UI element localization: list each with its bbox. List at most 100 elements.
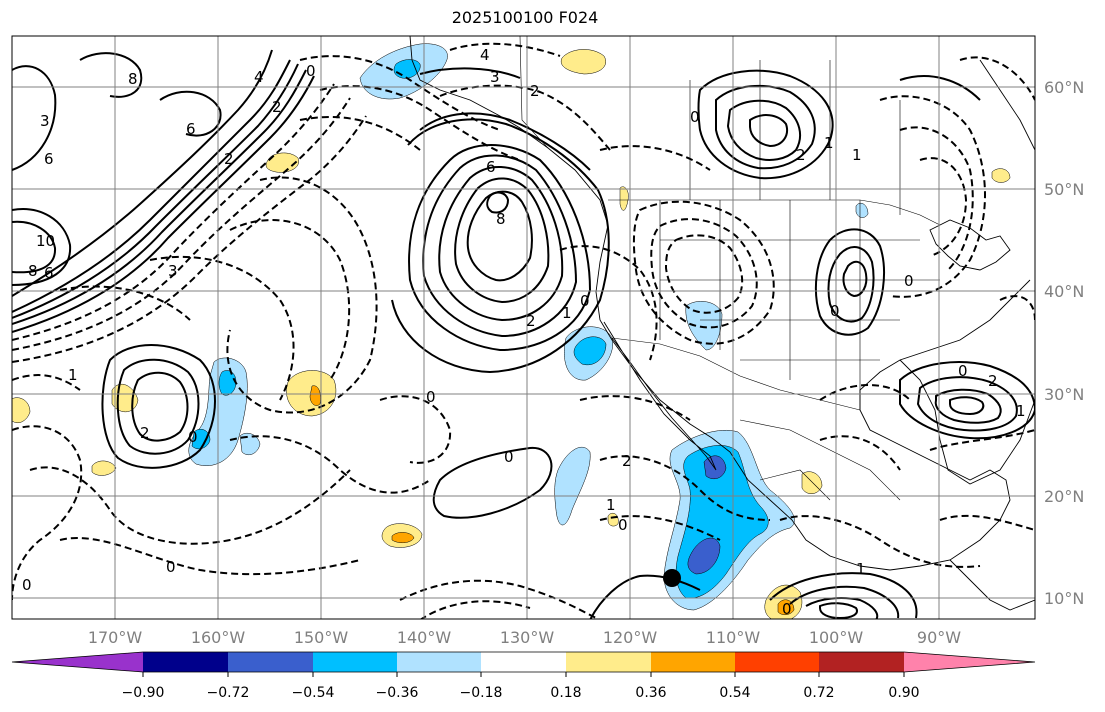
border-states-1 — [659, 200, 940, 410]
contour-neg-east-4 — [959, 56, 1035, 101]
contour-neg-gulf-1 — [439, 84, 611, 151]
contour-label: 2 — [272, 98, 282, 116]
contour-label: 3 — [40, 112, 50, 130]
contour-neg-pac-3 — [59, 537, 361, 576]
contour-neg-mx-5 — [819, 435, 901, 471]
contour-label: 0 — [958, 362, 968, 380]
shade-pacific-orange-2 — [391, 532, 415, 543]
colorbar-swatch — [566, 652, 651, 672]
colorbar-tick-labels: −0.90 −0.72 −0.54 −0.36 −0.18 0.18 0.36 … — [122, 685, 920, 701]
lon-label-100w: 100°W — [809, 628, 864, 647]
storm-center-marker — [663, 569, 681, 587]
contour-ak-high-5 — [466, 190, 533, 282]
coast-baja — [603, 321, 717, 471]
contour-nw-3 — [159, 90, 222, 137]
lon-label-150w: 150°W — [294, 628, 349, 647]
shade-west-edge-yellow — [12, 397, 31, 424]
contour-label: 1 — [856, 560, 866, 578]
contour-ak-high-7 — [419, 112, 591, 171]
map-frame — [11, 35, 1036, 620]
contour-label: 0 — [830, 302, 840, 320]
colorbar-tick-label: −0.72 — [207, 685, 250, 701]
contour-labels: 4 3 2 0 8 6 4 2 3 2 6 8 10 8 6 3 6 2 1 0… — [22, 46, 1026, 618]
contour-canada-high-3 — [726, 99, 802, 161]
lon-label-110w: 110°W — [706, 628, 761, 647]
contour-ak-high-2 — [422, 154, 578, 338]
colorbar-tick-label: −0.36 — [376, 685, 419, 701]
contour-label: 1 — [852, 146, 862, 164]
contour-label: 8 — [128, 70, 138, 88]
colorbar-tick-label: −0.18 — [460, 685, 503, 701]
contour-label: 0 — [580, 292, 590, 310]
contour-se-high-2 — [916, 376, 1018, 432]
contour-subtrop-1 — [432, 446, 553, 519]
contour-neg-mid-2 — [229, 219, 351, 381]
latitude-labels: 60°N 50°N 40°N 30°N 20°N 10°N — [1044, 78, 1084, 608]
colorbar-ticks — [142, 672, 905, 677]
contour-ne-1 — [899, 75, 981, 101]
contour-neg-pac-7 — [419, 600, 531, 619]
contour-label: 2 — [796, 146, 806, 164]
contour-south-high-4 — [819, 602, 858, 619]
colorbar-tick-label: 0.90 — [888, 685, 919, 701]
contour-ak-high-8 — [391, 118, 610, 374]
contour-jet-3 — [12, 69, 307, 325]
colorbar-tick-label: 0.54 — [719, 685, 750, 701]
border-us-canada — [608, 199, 941, 226]
map-background — [12, 36, 1035, 619]
contour-neg-jet-2 — [12, 97, 351, 351]
lat-label-10n: 10°N — [1044, 589, 1084, 608]
shade-small-yellow-baja — [607, 513, 619, 527]
contour-label: 0 — [782, 600, 792, 618]
contour-se-high-3 — [934, 388, 1002, 424]
contour-label: 2 — [526, 312, 536, 330]
contour-plains-high-1 — [814, 228, 885, 336]
shade-great-basin-blue — [685, 301, 723, 351]
contour-label: 0 — [504, 448, 514, 466]
contour-neg-east-1 — [879, 95, 986, 298]
shade-bering-yellow — [560, 49, 606, 75]
contour-south-high-3 — [805, 597, 879, 619]
contour-label: 1 — [68, 366, 78, 384]
contour-west-high-2 — [12, 220, 57, 274]
contour-neg-east-2 — [899, 126, 974, 271]
colorbar-tick-label: 0.18 — [550, 685, 581, 701]
shade-canada-blue — [855, 203, 869, 218]
contour-label: 1 — [1016, 402, 1026, 420]
coast-central-america — [949, 559, 1035, 611]
shade-east-yellow — [991, 168, 1011, 183]
contour-neg-rockies-3 — [664, 234, 744, 314]
contour-neg-pac-1 — [12, 425, 83, 601]
contour-label: 6 — [486, 158, 496, 176]
contour-nw-2 — [79, 52, 143, 98]
contour-label: 2 — [140, 424, 150, 442]
contour-neg-jet-3 — [12, 115, 367, 363]
contour-canada-high-2 — [715, 84, 816, 170]
contour-label: 0 — [166, 558, 176, 576]
contour-neg-mid-4 — [59, 285, 191, 321]
contour-ak-high-3 — [438, 165, 564, 322]
colorbar-swatch — [228, 652, 313, 672]
graticule — [12, 36, 1035, 619]
contour-label: 0 — [690, 108, 700, 126]
shade-hawaii-blue-2 — [239, 433, 261, 455]
colorbar-swatch — [651, 652, 735, 672]
contour-plains-high-2 — [827, 246, 875, 323]
shade-pacific-orange-1 — [309, 385, 321, 406]
colorbar-swatch — [397, 652, 481, 672]
contour-neg-pac-6 — [399, 579, 601, 619]
contour-label: 8 — [28, 262, 38, 280]
contour-neg-east-3 — [919, 157, 968, 257]
coast-gulf-mexico — [899, 359, 1035, 485]
contour-neg-mid-3 — [149, 255, 295, 401]
contour-neg-mx-2 — [599, 455, 771, 521]
shade-pacific-yellow-1 — [265, 152, 299, 173]
contour-neg-north-2 — [319, 85, 521, 161]
contour-nw-1 — [12, 65, 57, 171]
colorbar-swatch — [819, 652, 904, 672]
colorbar-tick-label: −0.90 — [122, 685, 165, 701]
contour-neg-north-1 — [299, 55, 501, 131]
contour-label: 1 — [606, 496, 616, 514]
contour-label: 8 — [496, 210, 506, 228]
contour-canada-high-4 — [749, 114, 788, 148]
